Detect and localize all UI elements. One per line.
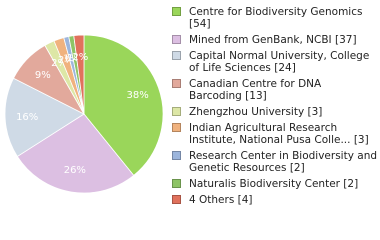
legend-item: Zhengzhou University [3] xyxy=(172,106,377,118)
legend-swatch xyxy=(172,151,181,160)
pie-slice xyxy=(4,77,85,157)
legend-item: Canadian Centre for DNA Barcoding [13] xyxy=(172,78,377,102)
pie-slice xyxy=(73,34,85,115)
legend-item: 4 Others [4] xyxy=(172,194,377,206)
legend-label: 4 Others [4] xyxy=(189,194,253,206)
slice-label: 2% xyxy=(72,52,88,63)
legend-label: Canadian Centre for DNA Barcoding [13] xyxy=(189,78,322,102)
slice-label: 1% xyxy=(63,54,79,65)
legend-item: Indian Agricultural Research Institute, … xyxy=(172,122,377,146)
slice-label: 2% xyxy=(58,55,74,66)
legend-swatch xyxy=(172,107,181,116)
legend-item: Centre for Biodiversity Genomics [54] xyxy=(172,6,377,30)
legend-swatch xyxy=(172,51,181,60)
slice-label: 16% xyxy=(16,112,38,123)
legend-swatch xyxy=(172,7,181,16)
slice-label: 9% xyxy=(35,70,51,81)
pie-chart: 38%26%16%9%2%2%1%1%2% xyxy=(4,34,164,194)
legend-swatch xyxy=(172,123,181,132)
legend-label: Centre for Biodiversity Genomics [54] xyxy=(189,6,363,30)
pie-slice xyxy=(83,34,164,176)
legend-item: Naturalis Biodiversity Center [2] xyxy=(172,178,377,190)
pie-slice xyxy=(16,113,135,194)
legend-item: Research Center in Biodiversity and Gene… xyxy=(172,150,377,174)
legend-label: Zhengzhou University [3] xyxy=(189,106,323,118)
legend: Centre for Biodiversity Genomics [54] Min… xyxy=(172,6,377,210)
legend-swatch xyxy=(172,195,181,204)
legend-label: Naturalis Biodiversity Center [2] xyxy=(189,178,359,190)
legend-swatch xyxy=(172,79,181,88)
slice-label: 26% xyxy=(64,165,86,176)
slice-label: 1% xyxy=(67,53,83,64)
legend-label: Research Center in Biodiversity and Gene… xyxy=(189,150,378,174)
legend-item: Capital Normal University, College of Li… xyxy=(172,50,377,74)
legend-label: Indian Agricultural Research Institute, … xyxy=(189,122,369,146)
legend-item: Mined from GenBank, NCBI [37] xyxy=(172,34,377,46)
legend-label: Capital Normal University, College of Li… xyxy=(189,50,370,74)
legend-swatch xyxy=(172,179,181,188)
legend-swatch xyxy=(172,35,181,44)
legend-label: Mined from GenBank, NCBI [37] xyxy=(189,34,357,46)
slice-label: 38% xyxy=(127,90,149,101)
slice-label: 2% xyxy=(51,58,67,69)
